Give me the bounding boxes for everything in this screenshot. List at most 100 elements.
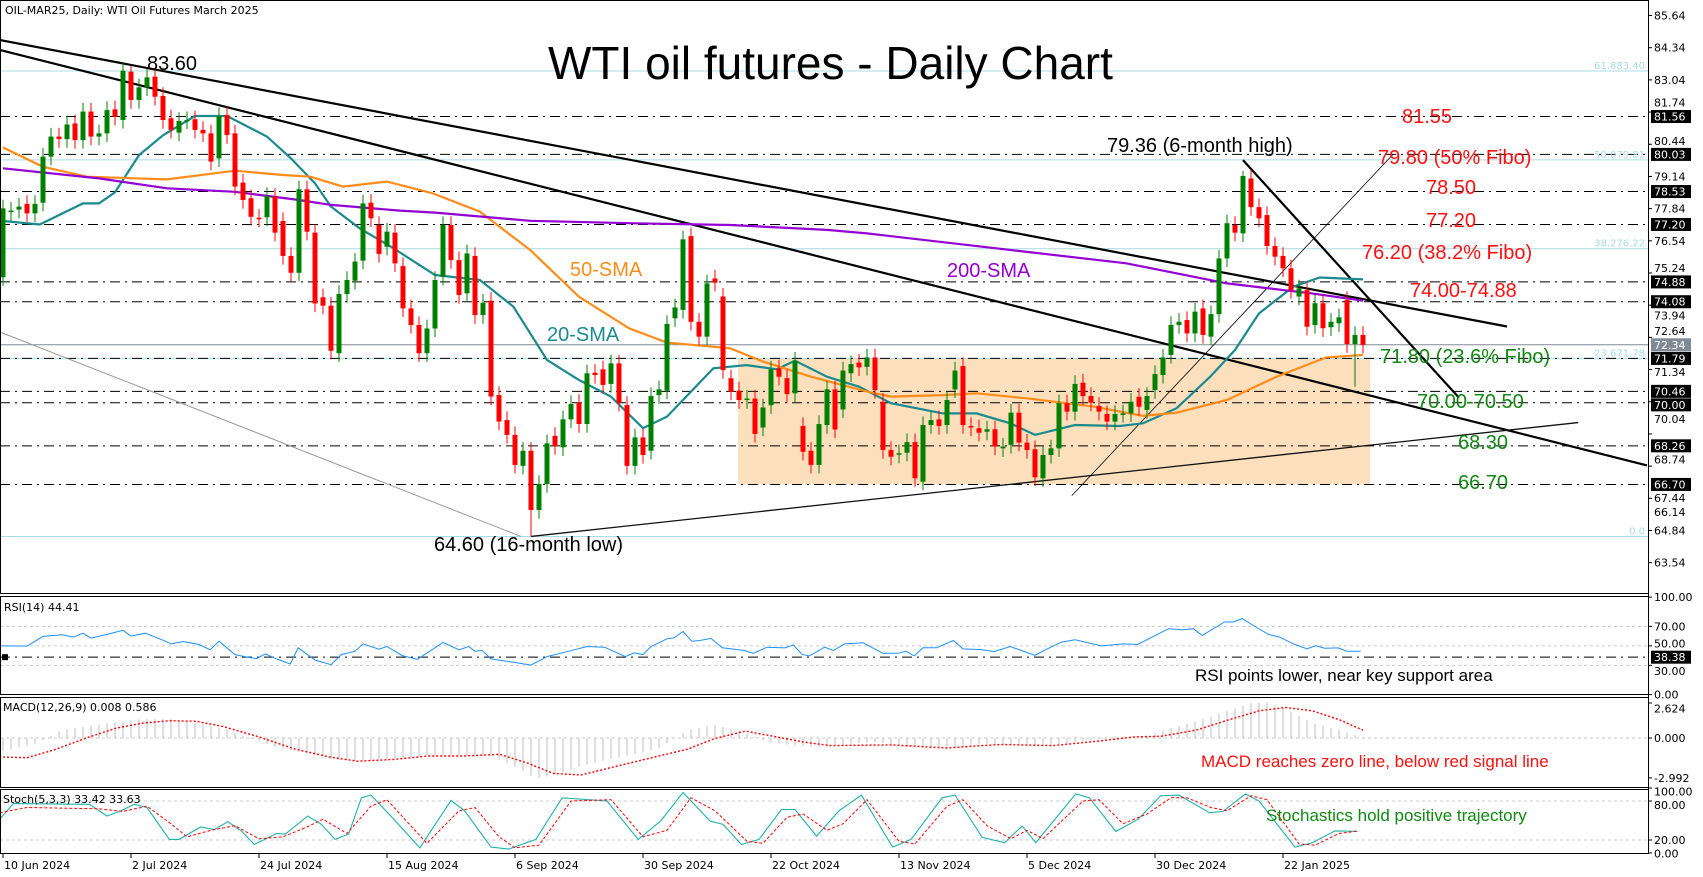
candle: [1088, 387, 1094, 412]
candle: [856, 353, 862, 377]
candle-body: [1360, 334, 1366, 345]
candle: [840, 361, 846, 419]
candle: [984, 420, 990, 441]
candle-body: [240, 182, 246, 200]
candle-body: [1320, 303, 1326, 329]
level-price-tag: [1651, 439, 1691, 453]
candle: [1160, 348, 1166, 384]
candle: [1264, 206, 1270, 255]
level-price-tag-label: 74.08: [1654, 296, 1686, 309]
candle-body: [1248, 178, 1254, 208]
resistance-label-81-55: 81.55: [1402, 106, 1452, 128]
candle: [824, 380, 830, 434]
candle: [496, 386, 502, 431]
candle: [1032, 440, 1038, 486]
candle: [560, 410, 566, 456]
label-200-sma: 200-SMA: [947, 260, 1031, 282]
candle-body: [624, 404, 630, 466]
candle-body: [208, 133, 214, 162]
candle-body: [936, 419, 942, 427]
candle-body: [696, 321, 702, 337]
macd-annotation: MACD reaches zero line, below red signal…: [1201, 752, 1549, 771]
candle: [1072, 375, 1078, 421]
candle: [1360, 326, 1366, 354]
candle-body: [1048, 448, 1054, 455]
price-tick-label: 72.64: [1654, 325, 1686, 338]
rsi-tick-label: 50.00: [1654, 637, 1686, 650]
candle-body: [48, 136, 54, 157]
candle: [408, 299, 414, 334]
candle: [536, 475, 542, 519]
stoch-signal-line: [1, 795, 1358, 849]
candle-body: [488, 300, 494, 397]
candle-body: [1192, 311, 1198, 334]
candle: [32, 195, 38, 222]
candle-body: [1184, 320, 1190, 334]
macd-panel[interactable]: [0, 697, 1649, 788]
candle-body: [752, 398, 758, 434]
candle: [952, 361, 958, 399]
resistance-label-77-20: 77.20: [1426, 210, 1476, 232]
candle-body: [192, 119, 198, 130]
stoch-tick-label: 0.00: [1654, 848, 1679, 861]
candle-body: [840, 370, 846, 410]
candle-body: [512, 434, 518, 465]
candle: [1344, 291, 1350, 353]
candle: [752, 389, 758, 443]
candle-body: [584, 373, 590, 425]
candle-body: [784, 378, 790, 395]
candle: [1016, 403, 1022, 452]
candle-body: [1088, 396, 1094, 403]
candle: [128, 66, 134, 109]
candle-body: [344, 279, 350, 295]
candle-body: [680, 239, 686, 310]
candle: [600, 360, 606, 394]
candle: [624, 396, 630, 475]
annotation-16-month-low: 64.60 (16-month low): [434, 534, 623, 556]
candle-body: [80, 111, 86, 141]
candle-body: [1056, 403, 1062, 449]
candle: [712, 269, 718, 292]
candle-body: [1128, 401, 1134, 414]
candle-body: [592, 372, 598, 376]
candle: [1288, 259, 1294, 299]
candle-body: [376, 224, 382, 254]
level-price-tag-label: 70.46: [1654, 385, 1686, 398]
candle: [288, 247, 294, 282]
candle: [72, 114, 78, 149]
candle: [1192, 302, 1198, 343]
current-price-tag: [1651, 338, 1691, 352]
candle-body: [232, 133, 238, 187]
fibo-label: 23.671.78: [1594, 349, 1645, 360]
candle: [464, 244, 470, 302]
price-tick-label: 71.34: [1654, 366, 1686, 379]
candle-body: [40, 156, 46, 203]
candle: [552, 427, 558, 455]
candle: [296, 180, 302, 282]
level-price-tag: [1651, 398, 1691, 412]
candle-body: [112, 109, 118, 117]
candle: [192, 110, 198, 139]
label-20-sma: 20-SMA: [547, 324, 620, 346]
macd-tick-label: 0.000: [1654, 732, 1686, 745]
candle-body: [424, 328, 430, 354]
candle-body: [560, 419, 566, 448]
candle-body: [472, 255, 478, 316]
candle: [224, 106, 230, 144]
date-tick-label: 2 Jul 2024: [132, 859, 187, 872]
date-tick-label: 22 Jan 2025: [1284, 859, 1350, 872]
candle-body: [688, 236, 694, 322]
candle: [768, 360, 774, 414]
candle: [1280, 247, 1286, 277]
candle: [80, 102, 86, 149]
candle-body: [64, 124, 70, 140]
rsi-level-tag-label: 38.38: [1654, 651, 1686, 664]
candle-body: [824, 389, 830, 426]
candle-body: [648, 396, 654, 451]
support-label-71-80: 71.80 (23.6% Fibo): [1380, 346, 1550, 368]
candle-body: [616, 363, 622, 403]
candle: [216, 107, 222, 168]
candle-body: [432, 279, 438, 329]
candle: [1336, 308, 1342, 332]
